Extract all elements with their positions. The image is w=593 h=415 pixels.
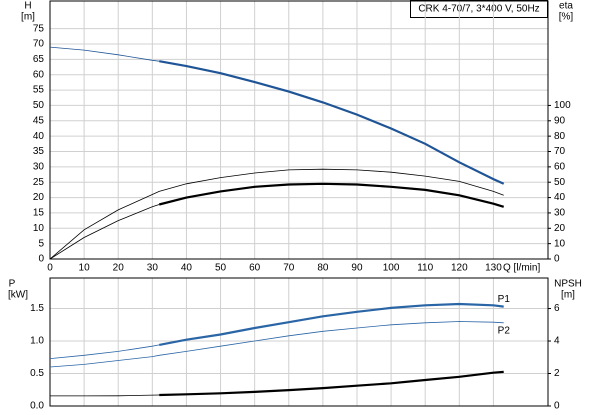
y-tick-label: 0.0 — [30, 401, 44, 412]
y-tick-label: 20 — [33, 192, 45, 203]
y2-tick-label: 70 — [554, 146, 566, 157]
y-tick-label: 30 — [33, 161, 45, 172]
x-tick-label: 130 — [485, 263, 502, 274]
curve — [49, 46, 160, 62]
x-tick-label: 10 — [79, 263, 91, 274]
x-axis-label: Q [l/min] — [503, 263, 540, 274]
y2-axis-label: eta — [559, 1, 573, 12]
y2-tick-label: 90 — [554, 115, 566, 126]
y-axis-label: P — [9, 279, 16, 290]
y2-tick-label: 40 — [554, 192, 566, 203]
curve — [158, 302, 504, 346]
y2-tick-label: 50 — [554, 177, 566, 188]
x-tick-label: 110 — [417, 263, 433, 274]
curve — [49, 321, 504, 368]
x-tick-label: 80 — [317, 263, 329, 274]
y-axis-label: H — [24, 1, 31, 12]
y-tick-label: 45 — [33, 115, 45, 126]
curve — [49, 168, 504, 260]
x-tick-label: 60 — [249, 263, 261, 274]
y-tick-label: 1.0 — [30, 336, 44, 347]
curve — [50, 394, 160, 397]
y2-axis-unit: [%] — [559, 12, 574, 23]
y-tick-label: 10 — [33, 223, 45, 234]
series-label: P2 — [498, 325, 511, 336]
y-tick-label: 0 — [38, 254, 44, 265]
y-tick-label: 25 — [33, 177, 45, 188]
y2-tick-label: 6 — [554, 303, 560, 314]
y2-tick-label: 0 — [554, 401, 560, 412]
y-tick-label: 75 — [33, 23, 45, 34]
y2-tick-label: 30 — [554, 208, 566, 219]
y-tick-label: 35 — [33, 146, 45, 157]
y-tick-label: 5 — [38, 238, 44, 249]
x-tick-label: 100 — [383, 263, 400, 274]
y-axis-unit: [kW] — [8, 290, 28, 301]
x-tick-label: 50 — [215, 263, 227, 274]
curve — [158, 182, 505, 208]
y2-axis-label: NPSH — [554, 279, 582, 290]
y2-tick-label: 2 — [554, 368, 560, 379]
y2-tick-label: 20 — [554, 223, 566, 234]
x-tick-label: 30 — [147, 263, 159, 274]
y-tick-label: 40 — [33, 131, 45, 142]
plot-frame — [49, 0, 549, 260]
series-label: P1 — [498, 294, 511, 305]
y2-tick-label: 80 — [554, 131, 566, 142]
y2-tick-label: 0 — [554, 254, 560, 265]
x-tick-label: 90 — [351, 263, 363, 274]
y2-tick-label: 10 — [554, 238, 566, 249]
y-tick-label: 65 — [33, 54, 45, 65]
x-tick-label: 20 — [113, 263, 125, 274]
y2-tick-label: 60 — [554, 161, 566, 172]
x-tick-label: 70 — [283, 263, 295, 274]
y2-axis-unit: [m] — [561, 290, 575, 301]
y2-tick-label: 100 — [554, 100, 571, 111]
chart-title: CRK 4-70/7, 3*400 V, 50Hz — [418, 4, 539, 15]
plot-frame — [49, 277, 549, 407]
curve — [159, 60, 505, 185]
curve — [49, 204, 160, 260]
y-tick-label: 0.5 — [30, 368, 44, 379]
y-tick-label: 15 — [33, 208, 45, 219]
y-tick-label: 1.5 — [30, 303, 44, 314]
x-tick-label: 120 — [451, 263, 468, 274]
y-tick-label: 70 — [33, 39, 45, 50]
curve — [49, 344, 160, 359]
y-tick-label: 60 — [33, 69, 45, 80]
y-tick-label: 55 — [33, 85, 45, 96]
curve — [159, 370, 504, 397]
y-tick-label: 50 — [33, 100, 45, 111]
x-tick-label: 40 — [181, 263, 193, 274]
y2-tick-label: 4 — [554, 336, 560, 347]
y-axis-unit: [m] — [21, 12, 35, 23]
x-tick-label: 0 — [47, 263, 53, 274]
